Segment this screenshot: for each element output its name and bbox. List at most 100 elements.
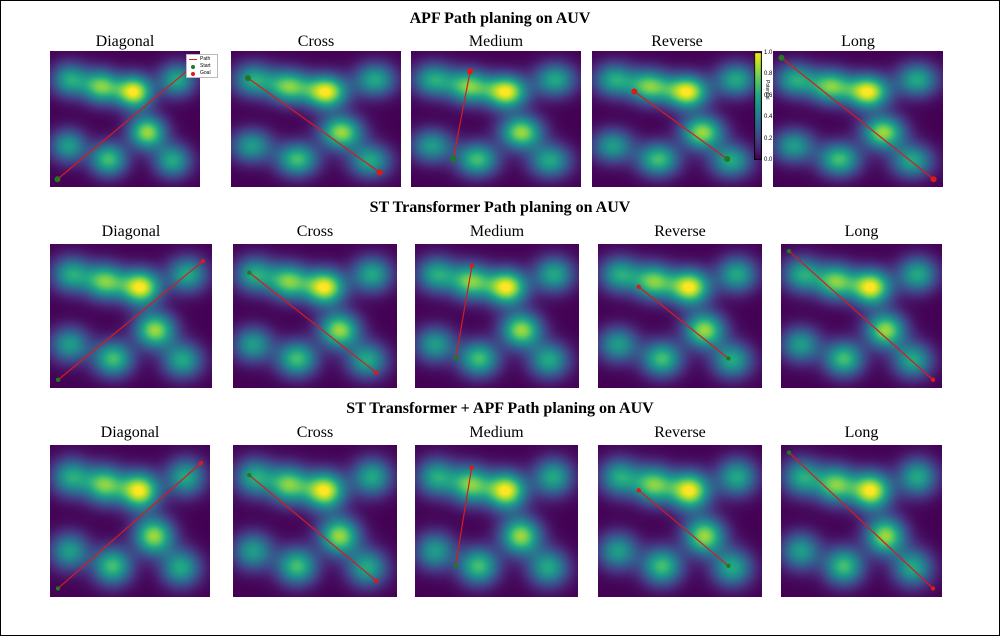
path-line (57, 462, 202, 589)
path-line (788, 452, 934, 589)
heatmap-panel (411, 51, 581, 187)
row-title-st-transformer-apf: ST Transformer + APF Path planing on AUV (346, 400, 654, 417)
start-point (786, 248, 792, 254)
panel-title: Diagonal (100, 424, 160, 441)
path-line (638, 489, 729, 567)
start-point (247, 473, 252, 478)
start-point (453, 356, 458, 361)
path-line (247, 77, 381, 173)
goal-point (469, 263, 475, 268)
colorbar-tick: 0.6 (764, 93, 773, 99)
legend-start: Start (189, 63, 215, 70)
colorbar-tick: 0.0 (764, 157, 773, 163)
path-line (455, 265, 473, 359)
potential-field (233, 244, 397, 388)
colorbar-tick: 1.0 (764, 50, 773, 56)
panel-title: Medium (469, 424, 524, 441)
goal-point (374, 370, 379, 375)
heatmap-svg (773, 51, 943, 187)
path-line (454, 467, 473, 566)
start-point (724, 156, 731, 162)
panel-title: Long (844, 424, 879, 441)
panel-title: Cross (297, 33, 335, 50)
panel-title: Reverse (651, 33, 703, 50)
colorbar-tick: 0.8 (764, 71, 773, 77)
start-point (726, 563, 731, 568)
legend: Path Start Goal (186, 54, 218, 78)
heatmap-svg (411, 51, 581, 187)
heatmap-svg (415, 445, 578, 597)
goal-point (636, 284, 641, 290)
path-line (638, 286, 729, 359)
heatmap-panel (415, 244, 579, 388)
heatmap-svg (50, 244, 212, 388)
heatmap-panel (592, 51, 762, 187)
goal-point (930, 377, 936, 383)
potential-field (231, 51, 401, 187)
potential-field (415, 244, 579, 388)
start-point (786, 450, 792, 455)
goal-point (469, 465, 474, 470)
heatmap-svg (233, 244, 397, 388)
heatmap-panel (233, 244, 397, 388)
panel-title: Cross (296, 223, 334, 240)
goal-point (930, 586, 936, 591)
heatmap-svg (233, 445, 397, 597)
path-line (248, 272, 377, 374)
potential-field (415, 445, 578, 597)
start-point (453, 563, 458, 568)
path-line (788, 250, 934, 381)
start-point (450, 156, 457, 162)
heatmap-svg (598, 445, 762, 597)
path-line (781, 57, 934, 180)
heatmap-panel (781, 445, 942, 597)
panel-title: Long (841, 33, 875, 50)
colorbar-label: Potential (764, 80, 770, 100)
start-point (55, 377, 61, 383)
panel-title: Long (844, 223, 879, 240)
heatmap-svg (50, 51, 200, 187)
goal-point (636, 488, 641, 493)
heatmap-svg (50, 445, 210, 597)
start-point (55, 586, 61, 591)
legend-path: Path (189, 56, 215, 63)
path-line (633, 91, 728, 160)
colorbar (754, 52, 762, 160)
goal-point (198, 460, 204, 466)
start-point (726, 356, 731, 361)
heatmap-panel (773, 51, 943, 187)
potential-field (592, 51, 762, 187)
heatmap-svg (781, 244, 942, 388)
colorbar-tick: 0.2 (764, 136, 773, 142)
heatmap-panel (233, 445, 397, 597)
legend-goal: Goal (189, 70, 215, 77)
start-point (54, 176, 61, 183)
panel-title: Diagonal (101, 223, 161, 240)
goal-point (376, 169, 383, 176)
panel-title: Diagonal (95, 33, 155, 50)
start-point (778, 54, 785, 61)
start-point (244, 75, 251, 81)
goal-point (467, 68, 474, 75)
panel-title: Medium (469, 223, 525, 240)
colorbar-tick: 0.4 (764, 114, 773, 120)
goal-point (930, 176, 937, 183)
row-title-apf: APF Path planing on AUV (409, 10, 591, 27)
potential-field (233, 445, 397, 597)
panel-title: Cross (296, 424, 334, 441)
potential-field (411, 51, 581, 187)
heatmap-svg (781, 445, 942, 597)
panel-title: Reverse (654, 424, 706, 441)
goal-point (374, 578, 379, 584)
heatmap-panel (50, 244, 212, 388)
heatmap-svg (231, 51, 401, 187)
heatmap-panel (781, 244, 942, 388)
path-line (57, 260, 204, 381)
heatmap-svg (415, 244, 579, 388)
potential-field (598, 445, 762, 597)
heatmap-panel (415, 445, 578, 597)
heatmap-panel (231, 51, 401, 187)
goal-point (200, 258, 206, 264)
start-point (247, 270, 252, 275)
panel-title: Medium (468, 33, 524, 50)
